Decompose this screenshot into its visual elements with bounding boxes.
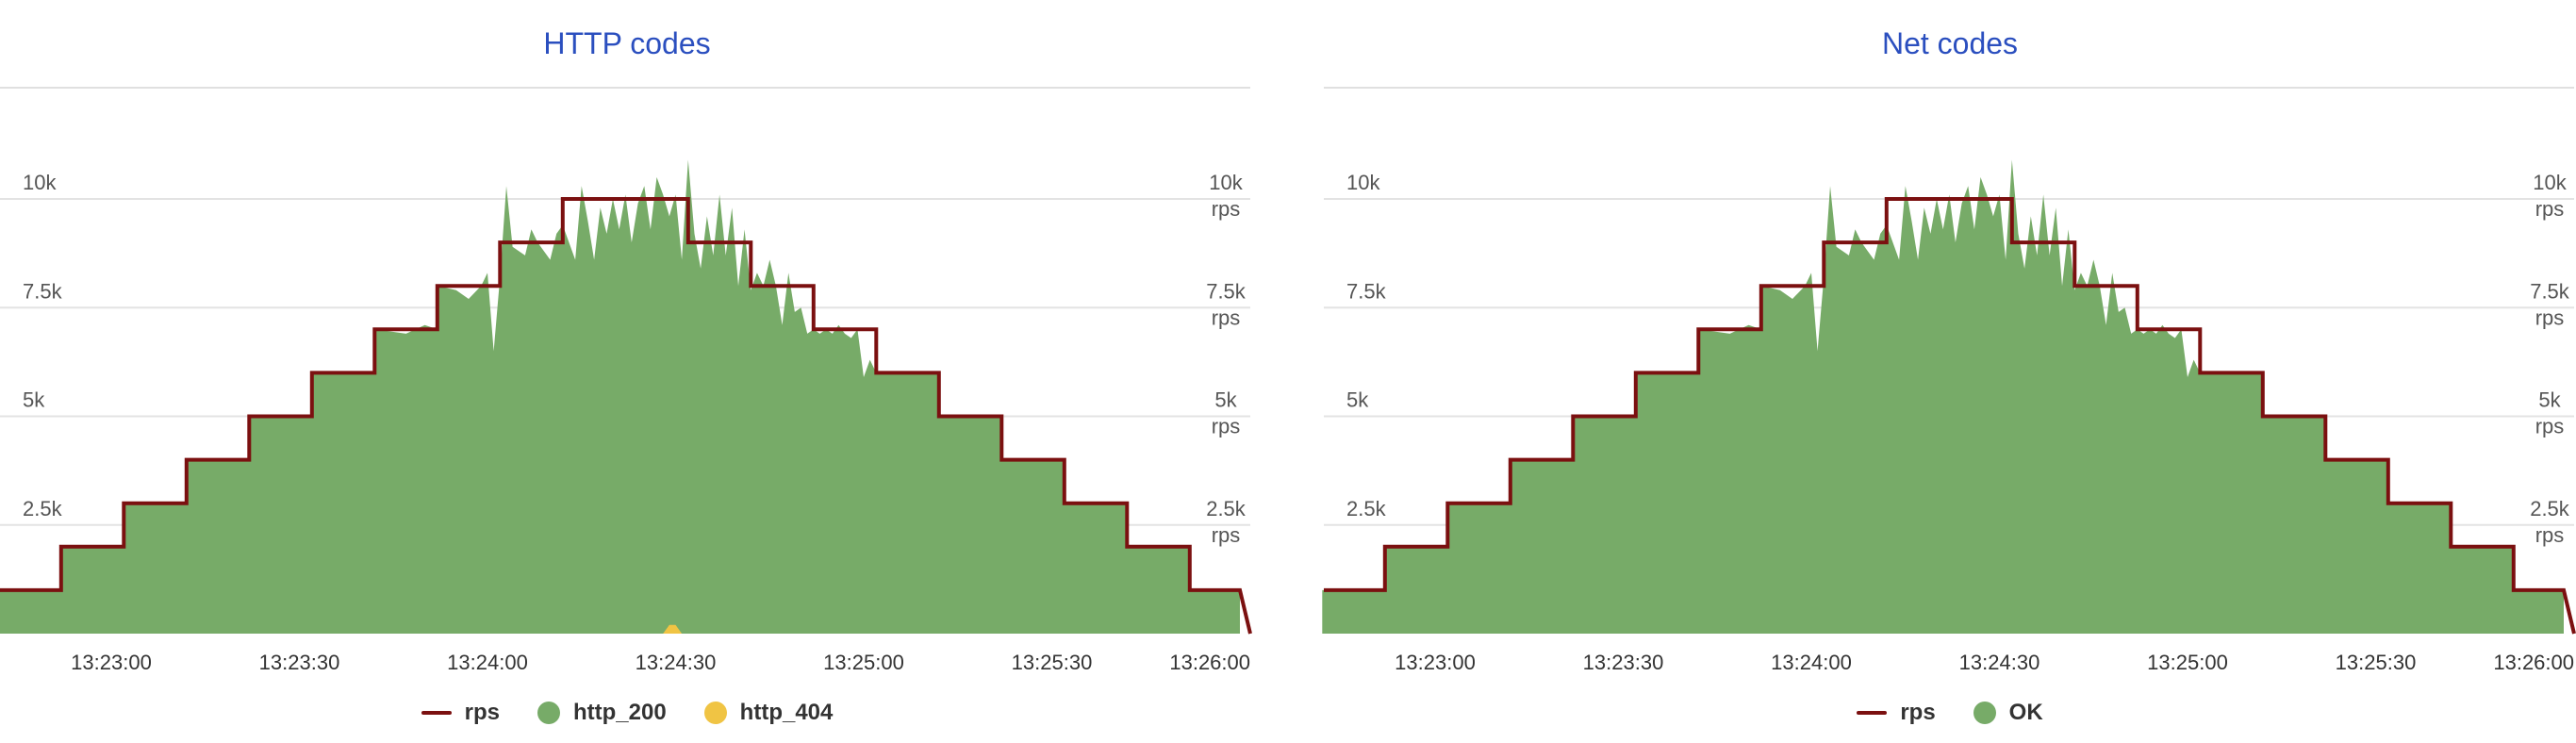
x-tick-label: 13:24:30 <box>636 651 717 674</box>
area-series-OK <box>1322 159 2564 634</box>
x-tick-label: 13:23:00 <box>71 651 152 674</box>
y-tick-label: 7.5k <box>23 279 63 303</box>
http-codes-panel: HTTP codes 2.5k 2.5k rps 5k 5k rps 7.5k 7.5k rps… <box>0 0 1254 743</box>
right-y-unit-label: rps <box>1212 197 1241 221</box>
legend-label: http_200 <box>572 700 667 725</box>
net-codes-legend: rps OK <box>1324 700 2576 726</box>
area-series-http_404 <box>663 624 683 634</box>
y-tick-label: 2.5k <box>1346 497 1387 520</box>
x-tick-label: 13:25:00 <box>2147 651 2228 674</box>
http-codes-legend: rps http_200 http_404 <box>0 700 1254 726</box>
x-tick-label: 13:24:00 <box>447 651 528 674</box>
right-y-unit-label: rps <box>1212 415 1241 438</box>
legend-item-http-200[interactable]: http_200 <box>537 700 667 726</box>
x-tick-label: 13:23:00 <box>1395 651 1476 674</box>
legend-dot-marker <box>1973 702 1996 724</box>
right-y-tick-label: 2.5k <box>2530 497 2570 520</box>
legend-item-rps[interactable]: rps <box>421 700 500 726</box>
right-y-unit-label: rps <box>2535 305 2565 329</box>
legend-item-OK[interactable]: OK <box>1973 700 2043 726</box>
chart-title: HTTP codes <box>543 26 711 60</box>
right-y-unit-label: rps <box>2535 197 2565 221</box>
legend-dot-marker <box>537 702 560 724</box>
x-tick-label: 13:25:30 <box>2336 651 2417 674</box>
right-y-unit-label: rps <box>2535 523 2565 547</box>
x-tick-label: 13:23:30 <box>1583 651 1664 674</box>
right-y-tick-label: 5k <box>1214 388 1237 412</box>
x-tick-label: 13:23:30 <box>259 651 340 674</box>
right-y-tick-label: 2.5k <box>1206 497 1247 520</box>
y-tick-label: 10k <box>23 171 57 194</box>
net-codes-panel: Net codes 2.5k 2.5k rps 5k 5k rps 7.5k 7.5k rps 1… <box>1322 0 2576 743</box>
right-y-tick-label: 5k <box>2538 388 2561 412</box>
area-series-http_200 <box>0 159 1240 634</box>
right-y-tick-label: 7.5k <box>1206 279 1247 303</box>
right-y-unit-label: rps <box>2535 415 2565 438</box>
x-tick-label: 13:25:00 <box>823 651 904 674</box>
y-tick-label: 5k <box>1346 388 1369 412</box>
y-tick-label: 7.5k <box>1346 279 1387 303</box>
legend-label: rps <box>1900 700 1936 725</box>
line-series-rps <box>0 197 1252 635</box>
right-y-tick-label: 10k <box>1209 171 1243 194</box>
chart-title: Net codes <box>1881 26 2019 60</box>
line-series-rps <box>1324 197 2576 635</box>
right-y-tick-label: 7.5k <box>2530 279 2570 303</box>
legend-line-marker <box>1857 711 1888 715</box>
legend-item-http-404[interactable]: http_404 <box>703 700 834 726</box>
right-y-tick-label: 10k <box>2533 171 2567 194</box>
legend-dot-marker <box>703 702 727 724</box>
x-tick-label: 13:26:00 <box>2493 651 2574 674</box>
y-tick-label: 2.5k <box>23 497 63 520</box>
y-tick-label: 5k <box>23 388 45 412</box>
right-y-unit-label: rps <box>1212 305 1241 329</box>
x-tick-label: 13:24:00 <box>1771 651 1852 674</box>
legend-label: OK <box>2008 700 2043 725</box>
x-tick-label: 13:25:30 <box>1012 651 1093 674</box>
legend-label: http_404 <box>739 700 834 725</box>
x-tick-label: 13:24:30 <box>1959 651 2040 674</box>
y-tick-label: 10k <box>1346 171 1380 194</box>
legend-label: rps <box>464 700 500 725</box>
x-tick-label: 13:26:00 <box>1169 651 1250 674</box>
legend-item-rps[interactable]: rps <box>1857 700 1936 726</box>
legend-line-marker <box>421 711 452 715</box>
right-y-unit-label: rps <box>1212 523 1241 547</box>
